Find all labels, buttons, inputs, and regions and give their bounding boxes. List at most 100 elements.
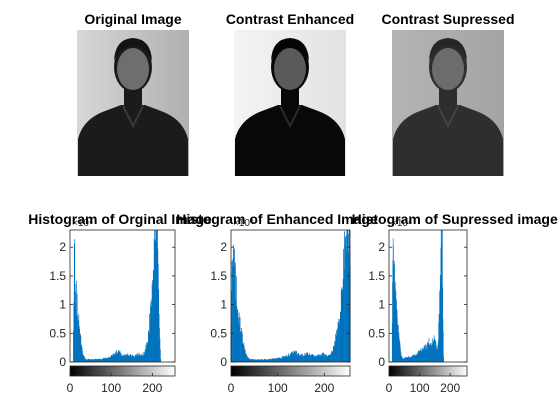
histogram-bar: [238, 323, 239, 362]
histogram-bar: [118, 351, 120, 362]
histogram-bar: [295, 350, 296, 362]
histogram-bar: [158, 289, 160, 362]
histogram-bar: [341, 289, 343, 362]
x-tick-label: 200: [440, 381, 460, 395]
histogram-bar: [144, 349, 146, 362]
histogram-bar: [106, 358, 107, 362]
histogram-bar: [420, 348, 421, 362]
histogram-bar: [110, 356, 112, 362]
histogram-bar: [303, 355, 305, 362]
histogram-bar: [129, 355, 131, 362]
histogram-bar: [87, 359, 89, 362]
histogram-bar: [283, 357, 284, 362]
histogram-bar: [334, 341, 336, 362]
histogram-bar: [103, 358, 105, 362]
histogram-bar: [309, 356, 311, 362]
histogram-bar: [291, 353, 293, 362]
y-tick-label: 1: [220, 298, 227, 312]
histogram-bar: [273, 358, 274, 362]
histogram-bar: [268, 359, 270, 362]
histogram-bar: [265, 359, 267, 362]
histogram-bar: [413, 354, 415, 362]
histogram-bar: [107, 358, 108, 362]
histogram-bar: [100, 359, 101, 362]
histogram-bar: [432, 345, 433, 362]
histogram-bar: [135, 354, 136, 362]
histogram-bar: [124, 354, 126, 362]
histogram-bar: [238, 312, 240, 362]
histogram-bar: [340, 312, 342, 362]
histogram-bar: [291, 351, 293, 362]
histogram-bar: [402, 358, 404, 362]
histogram-bar: [443, 356, 444, 362]
histogram-bar: [244, 350, 246, 362]
histogram-bar: [398, 333, 399, 362]
histogram-bar: [432, 340, 434, 362]
histogram-bar: [135, 354, 137, 362]
histogram-bar: [120, 352, 122, 362]
histogram-bar: [322, 352, 323, 362]
histogram-bar: [89, 359, 91, 362]
histogram-bar: [304, 353, 306, 362]
histogram-bar: [428, 344, 429, 362]
histogram-bar: [299, 354, 301, 362]
histogram-bar: [116, 350, 118, 362]
x-tick-label: 200: [314, 381, 334, 395]
histogram-bar: [151, 299, 153, 362]
image-title-suppressed: Contrast Supressed: [381, 11, 514, 27]
histogram-bar: [143, 355, 144, 362]
histogram-bar: [155, 242, 156, 362]
histogram-bar: [347, 252, 349, 362]
histogram-bar: [148, 330, 150, 362]
gray-colorbar: [388, 365, 468, 377]
histogram-bar: [307, 352, 309, 362]
histogram-bar: [232, 258, 234, 362]
histogram-bar: [76, 314, 78, 362]
histogram-bar: [423, 345, 425, 362]
histogram-bar: [86, 359, 88, 362]
histogram-bar: [292, 351, 294, 362]
histogram-bar: [391, 323, 393, 362]
image-title-enhanced: Contrast Enhanced: [226, 11, 354, 27]
histogram-bar: [101, 359, 103, 362]
y-tick-label: 2: [378, 240, 385, 254]
histogram-bar: [308, 354, 309, 362]
histogram-bar: [88, 359, 90, 362]
histogram-bar: [327, 354, 329, 362]
histogram-bar: [239, 324, 240, 362]
histogram-bar: [133, 355, 135, 362]
histogram-bar: [442, 318, 444, 362]
histogram-bar: [335, 333, 337, 362]
histogram-bar: [315, 355, 317, 362]
histogram-bar: [290, 352, 292, 362]
histogram-bar: [416, 353, 418, 362]
histogram-bar: [85, 359, 87, 362]
histogram-bar: [438, 339, 439, 362]
histogram-bar: [425, 344, 426, 362]
histogram-bar: [407, 356, 409, 362]
histogram-bar: [435, 340, 437, 362]
histogram-bar: [269, 359, 271, 362]
histogram-bar: [439, 314, 440, 362]
histogram-bar: [279, 357, 281, 362]
histogram-bar: [415, 354, 417, 362]
histogram-bar: [421, 348, 423, 362]
histogram-bar: [402, 358, 403, 362]
histogram-bar: [96, 359, 98, 362]
y-tick-label: 0.5: [368, 326, 385, 340]
histogram-bar: [442, 332, 444, 362]
histogram-bar: [159, 349, 161, 362]
histogram-bar: [259, 360, 261, 362]
histogram-bar: [156, 230, 158, 362]
histogram-bar: [329, 355, 330, 362]
histogram-bar: [157, 230, 158, 362]
histogram-bar: [409, 356, 411, 362]
histogram-bar: [290, 353, 291, 362]
image-panel-suppressed: Contrast Supressed: [381, 11, 515, 176]
histogram-bar: [117, 351, 119, 362]
histogram-bar: [145, 350, 146, 362]
y-exponent-label: ×10⁴: [391, 218, 412, 229]
histogram-bar: [400, 355, 402, 362]
histogram-bar: [323, 356, 325, 362]
histogram-bar: [298, 355, 300, 362]
